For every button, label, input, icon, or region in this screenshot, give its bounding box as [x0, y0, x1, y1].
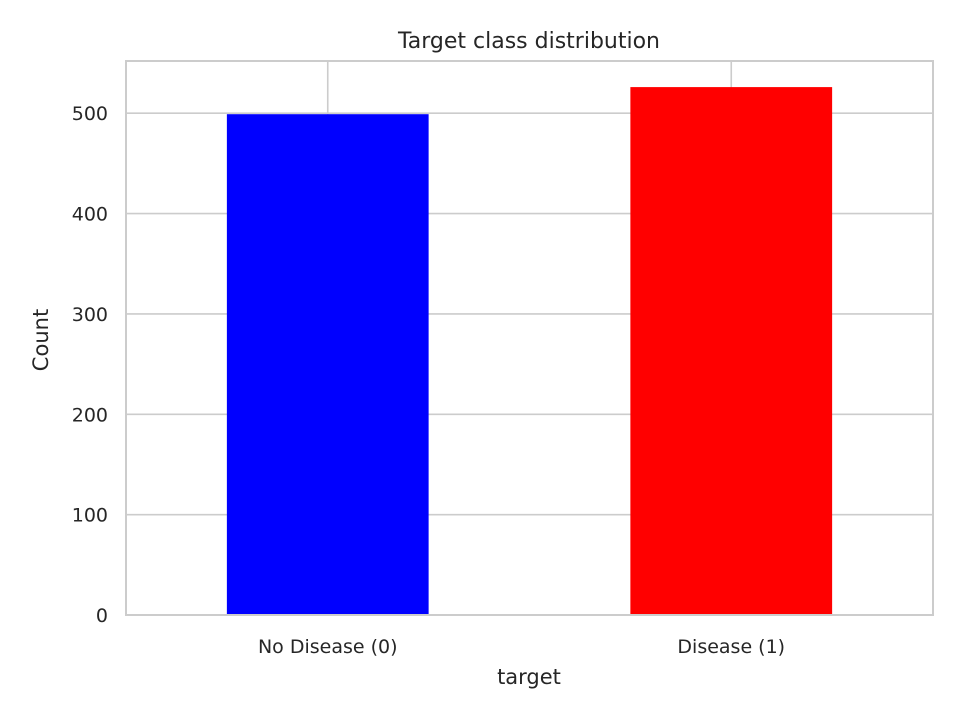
y-tick-label: 100 — [72, 505, 108, 527]
y-tick-labels: 0 100 200 300 400 500 — [72, 103, 108, 627]
x-tick-label: No Disease (0) — [258, 636, 398, 658]
y-tick-label: 300 — [72, 304, 108, 326]
x-tick-label: Disease (1) — [677, 636, 785, 658]
x-axis-label: target — [497, 665, 561, 689]
bar — [630, 87, 833, 616]
x-tick-labels: No Disease (0) Disease (1) — [258, 636, 785, 658]
y-tick-label: 400 — [72, 204, 108, 226]
y-tick-label: 500 — [72, 103, 108, 125]
bar — [226, 114, 429, 616]
y-tick-label: 0 — [96, 605, 108, 627]
y-axis-label: Count — [29, 309, 53, 371]
chart-title: Target class distribution — [397, 29, 660, 54]
y-tick-label: 200 — [72, 404, 108, 426]
bars — [226, 87, 833, 616]
plot-frame — [125, 60, 934, 616]
